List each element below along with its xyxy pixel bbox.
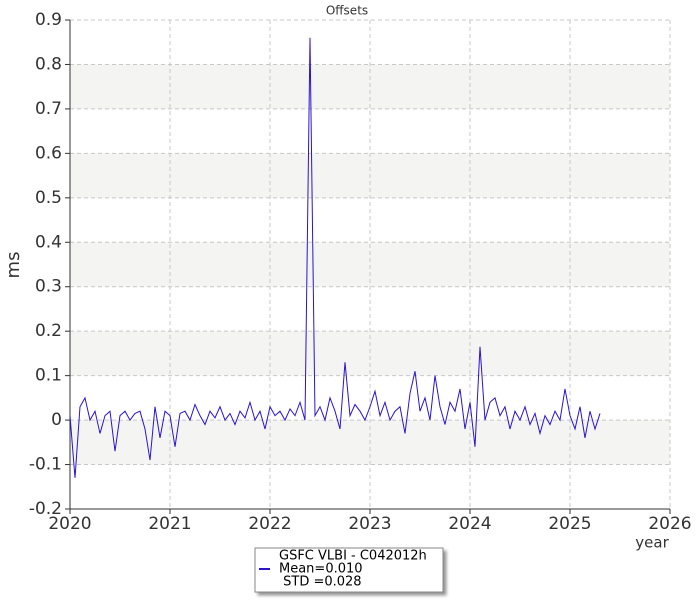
- series-line: [69, 37, 601, 478]
- chart-title: Offsets: [326, 4, 368, 18]
- legend-std: STD =0.028: [279, 575, 362, 590]
- y-tick-label: 0.4: [35, 232, 62, 252]
- y-tick-label: -0.2: [29, 499, 62, 519]
- y-tick-label: 0.2: [35, 321, 62, 341]
- x-tick-label: 2026: [648, 514, 691, 534]
- y-tick-label: 0: [51, 410, 62, 430]
- bands: [70, 64, 670, 465]
- legend: GSFC VLBI - C042012h Mean=0.010 STD =0.0…: [254, 547, 444, 593]
- y-tick-label: 0.1: [35, 366, 62, 386]
- y-tick-label: 0.5: [35, 188, 62, 208]
- legend-box: [254, 547, 444, 593]
- x-tick-label: 2021: [148, 514, 191, 534]
- y-tick-label: 0.9: [35, 10, 62, 30]
- x-tick-label: 2024: [448, 514, 491, 534]
- legend-label: GSFC VLBI - C042012h: [279, 549, 427, 564]
- x-tick-label: 2022: [248, 514, 291, 534]
- grid: -0.2 -0.1 0 0.1 0.2 0.3 0.4 0.5 0.6 0.7 0.8 0.9 2020…: [29, 10, 692, 534]
- y-tick-label: 0.7: [35, 99, 62, 119]
- y-tick-label: 0.8: [35, 54, 62, 74]
- y-axis-label: ms: [3, 252, 24, 279]
- x-tick-label: 2023: [348, 514, 391, 534]
- y-tick-label: 0.6: [35, 143, 62, 163]
- x-axis-label: year: [635, 534, 669, 552]
- y-tick-label: 0.3: [35, 277, 62, 297]
- x-tick-label: 2020: [48, 514, 91, 534]
- marks: [69, 37, 601, 478]
- legend-mean: Mean=0.010: [279, 562, 363, 577]
- y-tick-label: -0.1: [29, 455, 62, 475]
- x-tick-label: 2025: [548, 514, 591, 534]
